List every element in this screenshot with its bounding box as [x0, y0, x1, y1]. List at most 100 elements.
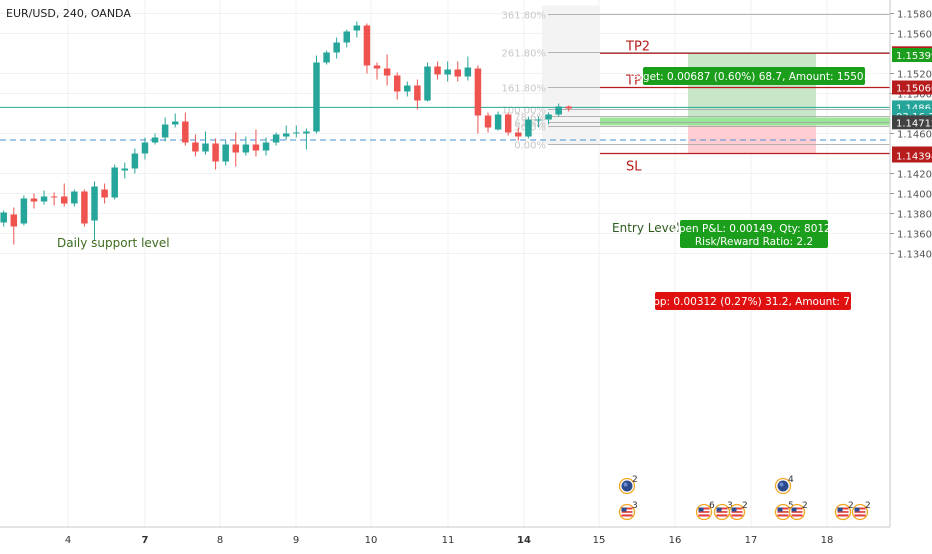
candle-body — [363, 25, 371, 66]
time-tick-label: 14 — [517, 535, 531, 546]
candle-body — [464, 67, 472, 77]
price-label-badge[interactable] — [892, 48, 932, 62]
candle-body — [454, 69, 461, 77]
event-flag-icon[interactable]: 6 — [695, 501, 716, 521]
price-tick-label: 1.13600 — [897, 230, 932, 241]
candle-body — [141, 142, 149, 154]
event-globe-icon[interactable]: 4 — [774, 475, 795, 495]
candle-body — [525, 119, 532, 137]
price-label-text: 1.14712 — [896, 118, 932, 129]
candle-body — [333, 42, 340, 53]
event-flag-icon[interactable]: 2 — [851, 501, 871, 521]
candle-body — [171, 121, 179, 125]
trade-level-label: TP2 — [625, 39, 650, 54]
event-count: 5 — [788, 501, 794, 511]
stop-text: Stop: 0.00312 (0.27%) 31.2, Amount: 750 — [643, 296, 864, 308]
price-tick-label: 1.13800 — [897, 210, 932, 221]
candle-body — [444, 69, 451, 75]
event-count: 2 — [802, 501, 808, 511]
time-tick-label: 15 — [593, 535, 606, 546]
candle-body — [10, 214, 18, 227]
event-count: 3 — [632, 501, 638, 511]
candle-body — [414, 85, 421, 101]
pnl-badge[interactable] — [680, 220, 828, 248]
candle-body — [161, 124, 169, 138]
time-tick-label: 16 — [669, 535, 682, 546]
candle-body — [555, 106, 562, 115]
loss-zone — [688, 122, 816, 154]
price-tick-label: 1.14200 — [897, 170, 932, 181]
target-badge[interactable] — [643, 67, 865, 85]
event-flag-icon[interactable]: 5 — [774, 501, 794, 521]
trade-level-label: SL — [626, 160, 642, 175]
candle-body — [383, 68, 391, 76]
price-label-badge[interactable] — [892, 80, 932, 95]
time-tick-label: 10 — [365, 535, 378, 546]
candle-body — [393, 75, 401, 92]
candles — [0, 21, 572, 245]
price-axis[interactable]: 1.15800 1.15600 1.15200 1.15000 1.14600 1.142… — [889, 0, 932, 550]
candle-body — [313, 62, 320, 132]
candle-body — [151, 137, 159, 143]
candle-body — [71, 191, 78, 204]
time-axis[interactable]: 4 7 8 9 10 11 14 15 16 17 18 — [0, 526, 890, 546]
candle-body — [545, 114, 552, 120]
price-tick-label: 1.15600 — [897, 30, 932, 41]
candle-body — [343, 31, 351, 43]
candle-body — [434, 66, 441, 75]
price-tick-label: 1.15200 — [897, 70, 932, 81]
time-tick-label: 18 — [821, 535, 834, 546]
candle-body — [30, 198, 38, 202]
candle-body — [111, 167, 118, 198]
price-tick-label: 1.13400 — [897, 250, 932, 261]
price-label-badge[interactable] — [892, 148, 932, 163]
price-label-badge[interactable] — [892, 115, 932, 130]
event-flag-icon[interactable]: 2 — [834, 501, 854, 521]
time-tick-label: 7 — [142, 535, 149, 546]
fib-level-label: 100.00% — [502, 106, 547, 117]
fib-level-label: 78.6% — [514, 113, 546, 124]
event-flag-icon[interactable]: 3 — [713, 501, 733, 521]
candle-body — [50, 196, 58, 198]
stop-badge[interactable] — [655, 292, 851, 310]
time-tick-label: 4 — [65, 535, 71, 546]
candle-body — [232, 144, 240, 153]
event-count: 3 — [727, 501, 733, 511]
event-globe-icon[interactable]: 2 — [618, 475, 638, 495]
event-flag-icon[interactable]: 2 — [728, 501, 748, 521]
entry-zone — [600, 117, 890, 126]
symbol-title: EUR/USD, 240, OANDA — [6, 7, 131, 20]
candle-body — [424, 66, 431, 101]
fib-level-label: 261.80% — [502, 49, 547, 60]
annotations[interactable]: Daily support level Entry Levels Target: 0… — [57, 67, 880, 310]
event-count: 6 — [709, 501, 715, 511]
candle-body — [404, 85, 411, 92]
entry-levels-label: Entry Levels — [612, 221, 686, 235]
economic-events[interactable]: 23 6 3 245 2 2 2 — [618, 475, 871, 521]
candle-body — [192, 142, 199, 152]
price-label-text: 1.15060 — [896, 84, 932, 95]
candle-body — [353, 25, 361, 31]
candle-body — [484, 115, 492, 128]
event-flag-icon[interactable]: 3 — [618, 501, 638, 521]
target-text: Target: 0.00687 (0.60%) 68.7, Amount: 15… — [627, 71, 881, 83]
candle-body — [131, 153, 139, 169]
price-tick-label: 1.14600 — [897, 130, 932, 141]
candle-body — [565, 106, 572, 109]
candle-body — [60, 196, 68, 204]
price-tick-label: 1.15800 — [897, 10, 932, 21]
event-count: 2 — [742, 501, 748, 511]
time-tick-label: 8 — [217, 535, 223, 546]
candle-body — [40, 196, 48, 202]
event-flag-icon[interactable]: 2 — [788, 501, 808, 521]
candle-body — [252, 144, 260, 151]
event-count: 2 — [848, 501, 854, 511]
price-label-text: 1.15399 — [896, 51, 932, 62]
fib-level-label: 161.80% — [502, 84, 547, 95]
candle-body — [182, 121, 189, 143]
candle-body — [535, 119, 542, 121]
pnl-text: Open P&L: 0.00149, Qty: 80128 — [671, 223, 838, 235]
